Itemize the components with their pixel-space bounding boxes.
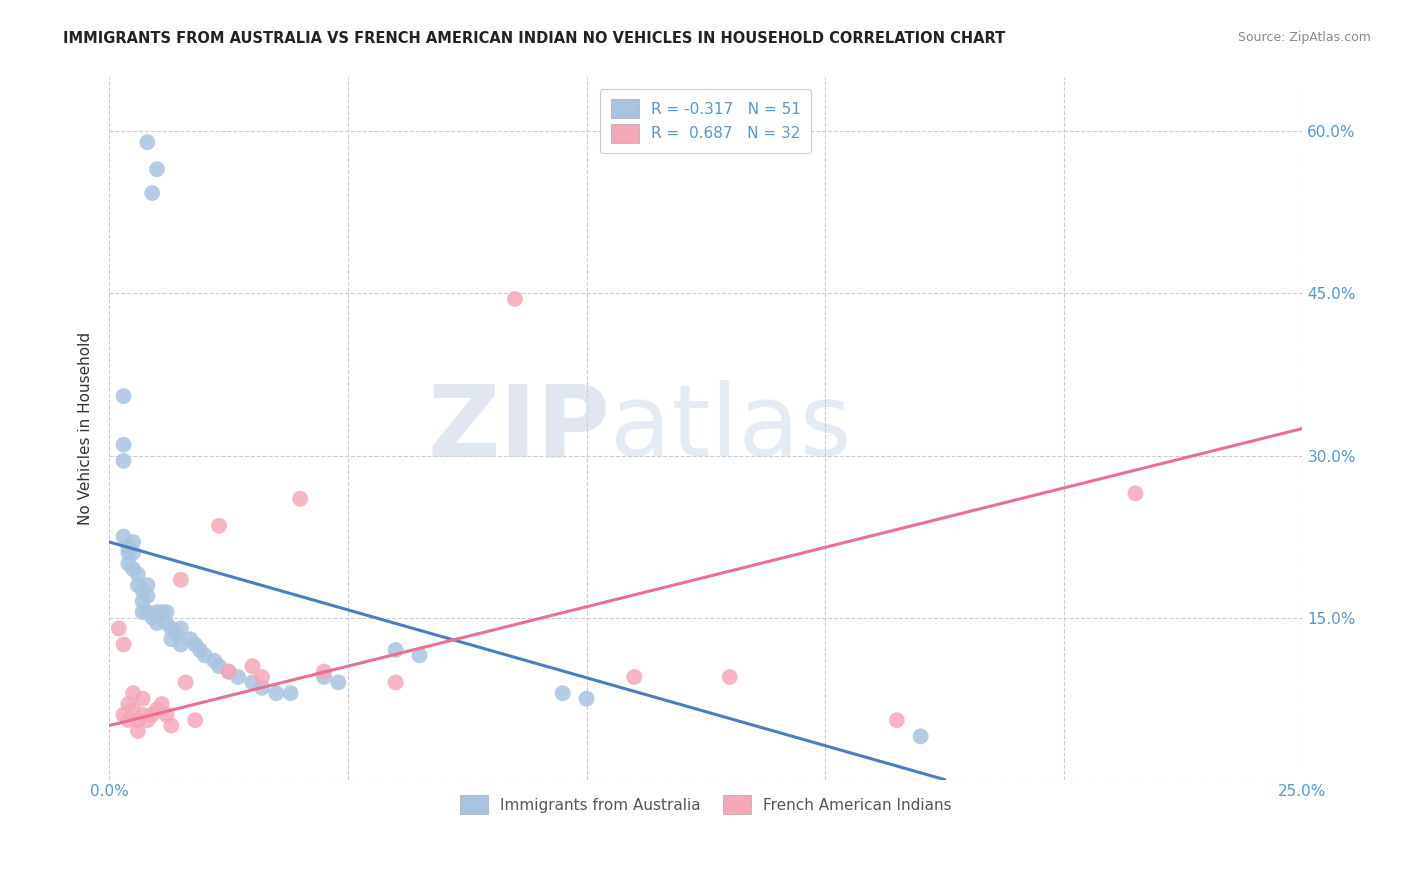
Point (136, 589, 159, 603)
Point (188, 643, 211, 657)
Point (218, 665, 240, 679)
Point (122, 535, 145, 549)
Point (117, 697, 139, 711)
Point (122, 702, 145, 716)
Point (194, 648, 217, 663)
Text: IMMIGRANTS FROM AUSTRALIA VS FRENCH AMERICAN INDIAN NO VEHICLES IN HOUSEHOLD COR: IMMIGRANTS FROM AUSTRALIA VS FRENCH AMER… (63, 31, 1005, 46)
Point (131, 594, 153, 608)
Point (112, 707, 135, 722)
Point (112, 530, 135, 544)
Point (146, 615, 169, 630)
Point (226, 670, 249, 684)
Point (718, 670, 741, 684)
Point (184, 713, 207, 727)
Point (160, 718, 183, 732)
Point (384, 675, 406, 690)
Point (266, 686, 288, 700)
Point (146, 702, 169, 716)
Point (250, 670, 273, 684)
Point (312, 670, 335, 684)
Point (146, 605, 169, 619)
Point (112, 438, 135, 452)
Point (136, 713, 159, 727)
Point (112, 454, 135, 468)
Point (886, 713, 908, 727)
Point (122, 546, 145, 560)
Point (122, 562, 145, 576)
Point (208, 659, 231, 673)
Point (384, 643, 406, 657)
Point (179, 632, 201, 647)
Point (136, 605, 159, 619)
Point (131, 691, 153, 706)
Point (131, 605, 153, 619)
Text: ZIP: ZIP (427, 380, 610, 477)
Point (503, 292, 526, 306)
Point (218, 665, 240, 679)
Point (202, 654, 225, 668)
Point (208, 518, 231, 533)
Point (122, 686, 145, 700)
Point (623, 670, 645, 684)
Point (136, 135, 159, 149)
Point (575, 691, 598, 706)
Point (155, 605, 177, 619)
Text: atlas: atlas (610, 380, 852, 477)
Point (117, 713, 139, 727)
Point (160, 621, 183, 635)
Point (146, 162, 169, 177)
Point (910, 730, 932, 744)
Point (112, 389, 135, 403)
Point (170, 573, 193, 587)
Point (112, 638, 135, 652)
Point (117, 557, 139, 571)
Point (127, 724, 149, 739)
Point (150, 605, 173, 619)
Y-axis label: No Vehicles in Household: No Vehicles in Household (79, 332, 93, 525)
Point (312, 665, 335, 679)
Point (242, 659, 264, 673)
Point (127, 713, 149, 727)
Point (250, 681, 273, 695)
Point (328, 675, 350, 690)
Point (551, 686, 574, 700)
Point (242, 675, 264, 690)
Point (165, 627, 187, 641)
Point (127, 567, 149, 582)
Point (280, 686, 302, 700)
Point (117, 541, 139, 555)
Point (127, 578, 149, 592)
Point (155, 615, 177, 630)
Point (141, 610, 163, 624)
Point (107, 621, 129, 635)
Point (160, 632, 183, 647)
Point (170, 638, 193, 652)
Point (408, 648, 430, 663)
Point (1125, 486, 1147, 500)
Point (117, 546, 139, 560)
Text: Source: ZipAtlas.com: Source: ZipAtlas.com (1237, 31, 1371, 45)
Point (170, 621, 193, 635)
Point (141, 707, 163, 722)
Point (141, 186, 163, 200)
Point (136, 578, 159, 592)
Point (184, 638, 207, 652)
Point (155, 707, 177, 722)
Point (288, 491, 311, 506)
Point (131, 583, 153, 598)
Point (174, 675, 197, 690)
Point (150, 697, 173, 711)
Point (131, 707, 153, 722)
Legend: Immigrants from Australia, French American Indians: Immigrants from Australia, French Americ… (450, 785, 962, 824)
